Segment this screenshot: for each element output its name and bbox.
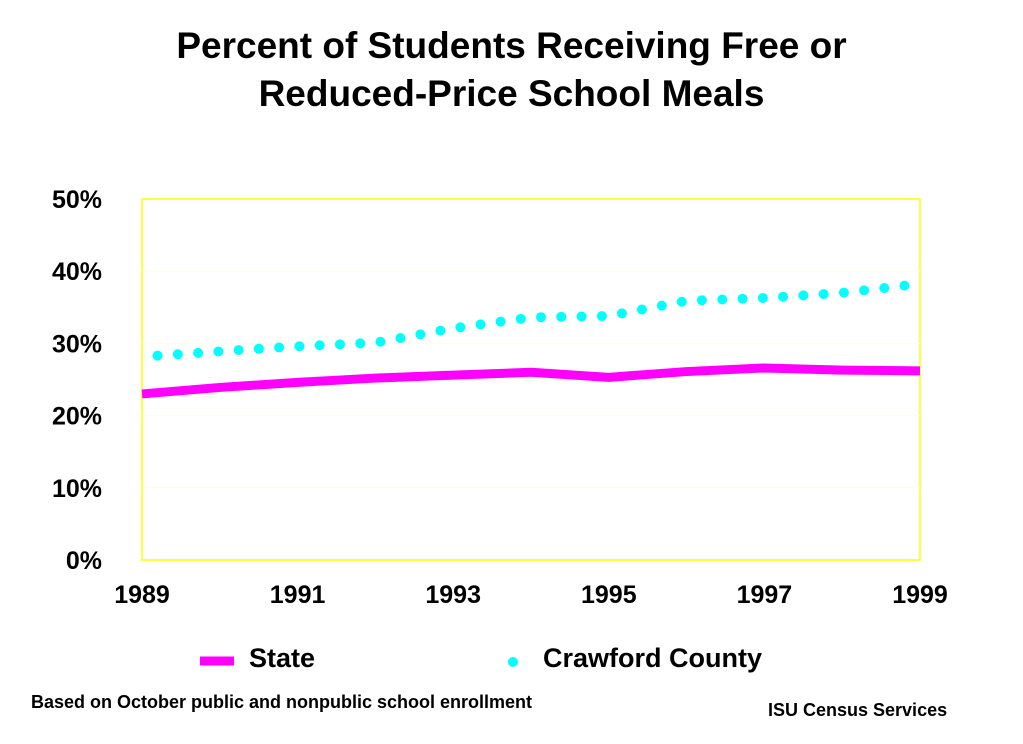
county-dot [193,347,204,358]
chart-title: Percent of Students Receiving Free or Re… [0,22,1023,118]
y-tick-label: 40% [52,258,102,286]
plot-area-border [141,198,921,561]
y-tick-label: 30% [52,330,102,358]
x-tick-label: 1993 [425,581,481,609]
county-dot [334,339,345,350]
footnote: Based on October public and nonpublic sc… [31,692,533,712]
county-dot [233,345,244,356]
county-dot [475,319,486,330]
county-dot [656,300,667,311]
y-tick-label: 20% [52,403,102,431]
county-dot [274,342,285,353]
county-dot [576,311,587,322]
county-dot [435,325,446,336]
x-tick-label: 1989 [114,581,170,609]
chart-title-line-2: Reduced-Price School Meals [258,73,765,114]
county-dot [798,290,809,301]
x-tick-label: 1991 [270,581,326,609]
x-tick-label: 1997 [737,581,793,609]
county-dot [757,292,768,303]
county-dot [314,340,325,351]
county-dot [172,349,183,360]
county-dot [636,304,647,315]
county-dot [859,285,870,296]
county-dot [253,343,264,354]
county-dot [696,295,707,306]
county-dot [535,312,546,323]
x-tick-label: 1999 [892,581,948,609]
county-dot [778,291,789,302]
county-dot [213,346,224,357]
county-dot [294,341,305,352]
series-line-state [141,363,921,399]
source-credit: ISU Census Services [768,700,948,720]
county-dot [395,333,406,344]
county-dot [495,316,506,327]
y-tick-label: 0% [66,547,102,575]
legend-label-county: Crawford County [543,643,762,673]
county-dot [676,296,687,307]
county-dot [596,311,607,322]
county-dot [838,287,849,298]
y-tick-label: 10% [52,475,102,503]
chart-title-line-1: Percent of Students Receiving Free or [176,25,847,66]
line-chart: 0% 10% 20% 30% 40% 50% 1989 1991 1993 1995 1997 199… [52,186,948,673]
county-dot [818,289,829,300]
county-dot [717,294,728,305]
county-dot [556,311,567,322]
legend-swatch-county [508,657,518,667]
county-dot [737,293,748,304]
county-dot [375,336,386,347]
county-dot [616,308,627,319]
county-dot [415,329,426,340]
county-dot [879,282,890,293]
county-dot [455,322,466,333]
y-tick-label: 50% [52,186,102,214]
county-dot [355,338,366,349]
x-tick-label: 1995 [581,581,637,609]
legend-label-state: State [249,643,315,673]
county-dot [515,313,526,324]
